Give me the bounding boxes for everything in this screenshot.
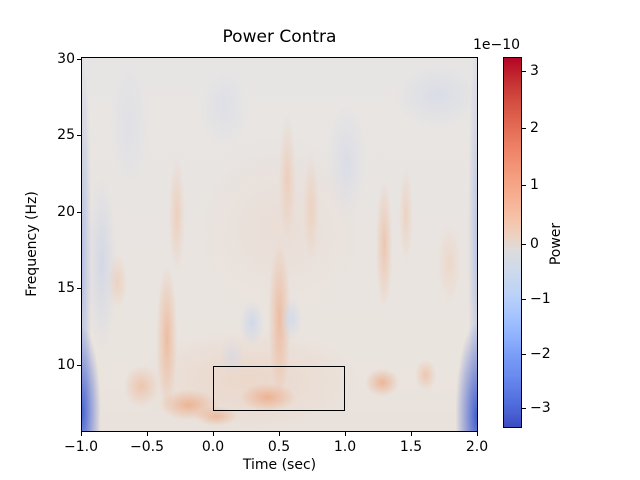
x-tick-mark [147,432,148,436]
colorbar-tick-mark [522,128,526,129]
x-tick-label-6: 2.0 [465,439,489,455]
y-tick-label-3: 15 [57,280,75,296]
x-tick-mark [411,432,412,436]
colorbar-tick-label-0: 3 [530,63,539,79]
colorbar [503,57,522,428]
x-tick-label-5: 1.5 [399,439,423,455]
colorbar-tick-label-2: 1 [530,177,539,193]
colorbar-tick-label-4: −1 [530,291,551,307]
chart-title: Power Contra [222,27,337,47]
y-tick-mark [77,212,81,213]
x-tick-mark [213,432,214,436]
heatmap-plot-area [81,57,478,432]
x-tick-mark [345,432,346,436]
colorbar-tick-label-3: 0 [530,236,539,252]
y-axis-label: Frequency (Hz) [24,191,40,297]
y-tick-label-2: 20 [57,204,75,220]
colorbar-tick-label-6: −3 [530,400,551,416]
colorbar-tick-mark [522,71,526,72]
x-tick-mark [279,432,280,436]
x-tick-mark [81,432,82,436]
x-tick-label-0: −1.0 [64,439,98,455]
y-tick-label-4: 10 [57,357,75,373]
colorbar-tick-mark [522,354,526,355]
x-tick-label-4: 1.0 [333,439,357,455]
x-tick-label-2: 0.0 [201,439,225,455]
colorbar-tick-label-5: −2 [530,346,551,362]
y-tick-mark [77,288,81,289]
colorbar-offset-text: 1e−10 [473,37,521,53]
y-tick-label-1: 25 [57,127,75,143]
y-tick-mark [77,59,81,60]
colorbar-tick-mark [522,244,526,245]
colorbar-axis-label: Power [548,222,564,266]
x-tick-mark [477,432,478,436]
colorbar-tick-mark [522,185,526,186]
colorbar-tick-label-1: 2 [530,120,539,136]
y-tick-mark [77,135,81,136]
x-axis-label: Time (sec) [242,457,317,473]
colorbar-tick-mark [522,408,526,409]
y-tick-label-0: 30 [57,51,75,67]
x-tick-label-3: 0.5 [267,439,291,455]
roi-annotation-rect [213,366,345,411]
y-tick-mark [77,365,81,366]
colorbar-tick-mark [522,299,526,300]
x-tick-label-1: −0.5 [130,439,164,455]
